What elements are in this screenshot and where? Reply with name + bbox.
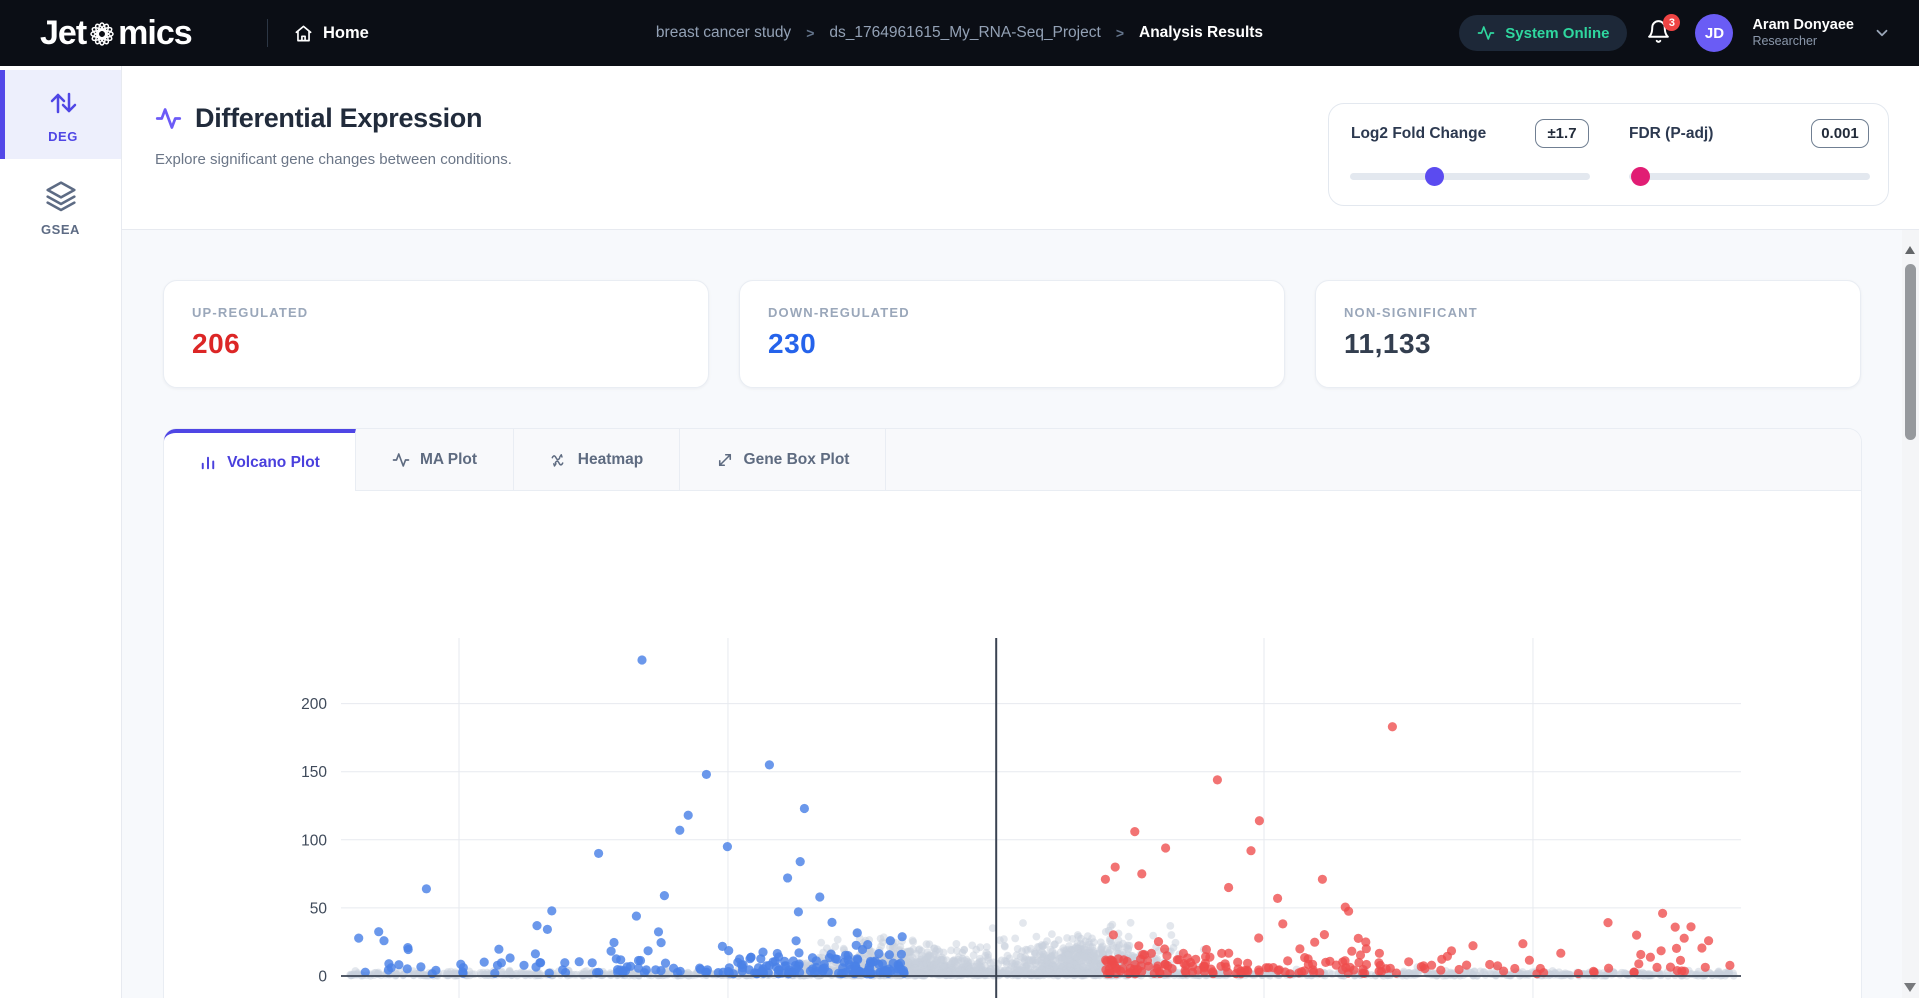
layers-icon (45, 181, 76, 212)
stat-value: 230 (768, 328, 817, 359)
dna-ring-icon (90, 22, 114, 46)
scrollbar-thumb[interactable] (1905, 264, 1916, 440)
user-name: Aram Donyaee (1752, 17, 1854, 34)
user-role: Researcher (1752, 34, 1818, 49)
svg-text:100: 100 (301, 832, 327, 849)
sidebar-item-label: GSEA (41, 222, 80, 237)
notifications-button[interactable]: 3 (1646, 14, 1681, 48)
brand-text-pre: Jet (40, 13, 87, 52)
volcano-plot-area[interactable]: 0 50 100 150 200 (164, 491, 1861, 998)
fdr-slider-thumb[interactable] (1631, 167, 1650, 186)
brand-text-post: mics (118, 13, 192, 52)
nav-divider (267, 19, 268, 47)
filter-controls-panel: Log2 Fold Change ±1.7 FDR (P-adj) 0.001 (1328, 103, 1889, 206)
sidebar-item-deg[interactable]: DEG (0, 70, 121, 159)
tab-label: Gene Box Plot (743, 450, 850, 468)
tab-label: MA Plot (419, 450, 478, 468)
up-down-arrows-icon (50, 92, 77, 114)
stat-value: 206 (192, 328, 241, 359)
stat-value: 11,133 (1344, 328, 1432, 359)
plot-tabbar: Volcano Plot MA Plot Heatmap (164, 429, 1861, 492)
tab-label: Volcano Plot (227, 453, 320, 471)
home-icon (295, 25, 312, 41)
stat-card-downregulated: DOWN-REGULATED 230 (739, 280, 1285, 388)
stat-label: DOWN-REGULATED (768, 305, 910, 320)
breadcrumb-separator: > (806, 25, 815, 41)
breadcrumb: breast cancer study > ds_1764961615_My_R… (400, 0, 1519, 66)
breadcrumb-dataset[interactable]: ds_1764961615_My_RNA-Seq_Project (829, 24, 1101, 41)
activity-icon (155, 108, 182, 129)
stat-label: NON-SIGNIFICANT (1344, 305, 1478, 320)
log2fc-slider-track[interactable] (1350, 173, 1590, 180)
tab-label: Heatmap (577, 450, 644, 468)
avatar[interactable]: JD (1695, 14, 1734, 52)
navbar-right: System Online 3 JD Aram Donyaee Research… (1459, 0, 1891, 66)
scrollbar-down-arrow[interactable] (1904, 983, 1916, 992)
bell-icon (1648, 20, 1670, 43)
notification-count-badge: 3 (1663, 14, 1681, 31)
diagonal-arrows-icon (718, 453, 731, 466)
fdr-label: FDR (P-adj) (1629, 125, 1714, 142)
tab-volcano-plot[interactable]: Volcano Plot (164, 429, 356, 492)
home-label: Home (323, 23, 369, 42)
system-status-label: System Online (1505, 24, 1610, 42)
pulse-icon (1477, 26, 1495, 40)
tab-gene-box-plot[interactable]: Gene Box Plot (680, 429, 886, 490)
svg-text:200: 200 (301, 696, 327, 713)
log2fc-slider-thumb[interactable] (1425, 167, 1444, 186)
vertical-scrollbar (1902, 230, 1919, 998)
breadcrumb-separator: > (1115, 25, 1124, 41)
main-content: UP-REGULATED 206 DOWN-REGULATED 230 NON-… (122, 230, 1902, 998)
tab-ma-plot[interactable]: MA Plot (356, 429, 514, 490)
sidebar-item-gsea[interactable]: GSEA (0, 163, 121, 252)
page-title-row: Differential Expression (155, 103, 482, 134)
svg-text:150: 150 (301, 764, 327, 781)
stat-card-upregulated: UP-REGULATED 206 (163, 280, 709, 388)
top-navbar: Jet mics Home breast cancer study > ds_1… (0, 0, 1919, 66)
waveform-icon (551, 453, 564, 467)
page-subtitle: Explore significant gene changes between… (155, 151, 512, 168)
plot-card: Volcano Plot MA Plot Heatmap (163, 428, 1862, 998)
sidebar: DEG GSEA (0, 66, 122, 998)
tab-heatmap[interactable]: Heatmap (514, 429, 680, 490)
system-status-badge[interactable]: System Online (1459, 15, 1628, 51)
page-title: Differential Expression (195, 103, 483, 133)
bar-chart-icon (201, 456, 215, 469)
page-header: Differential Expression Explore signific… (122, 66, 1919, 230)
log2fc-label: Log2 Fold Change (1351, 125, 1487, 142)
stat-card-nonsignificant: NON-SIGNIFICANT 11,133 (1315, 280, 1861, 388)
breadcrumb-study[interactable]: breast cancer study (655, 24, 792, 41)
sidebar-item-label: DEG (48, 129, 78, 144)
svg-text:50: 50 (310, 900, 328, 917)
activity-icon (392, 452, 410, 467)
brand-logo[interactable]: Jet mics (40, 0, 193, 66)
fdr-value-input[interactable]: 0.001 (1811, 119, 1869, 148)
home-link[interactable]: Home (294, 0, 369, 66)
log2fc-value-input[interactable]: ±1.7 (1535, 119, 1589, 148)
stat-label: UP-REGULATED (192, 305, 309, 320)
chevron-down-icon (1876, 29, 1888, 37)
svg-text:0: 0 (318, 969, 327, 986)
user-menu-chevron[interactable] (1873, 24, 1891, 42)
volcano-plot-svg: 0 50 100 150 200 (301, 638, 1741, 998)
fdr-slider-track[interactable] (1629, 173, 1870, 180)
breadcrumb-current: Analysis Results (1139, 24, 1264, 41)
user-menu[interactable]: Aram Donyaee Researcher (1752, 17, 1854, 48)
scrollbar-up-arrow[interactable] (1905, 246, 1915, 254)
